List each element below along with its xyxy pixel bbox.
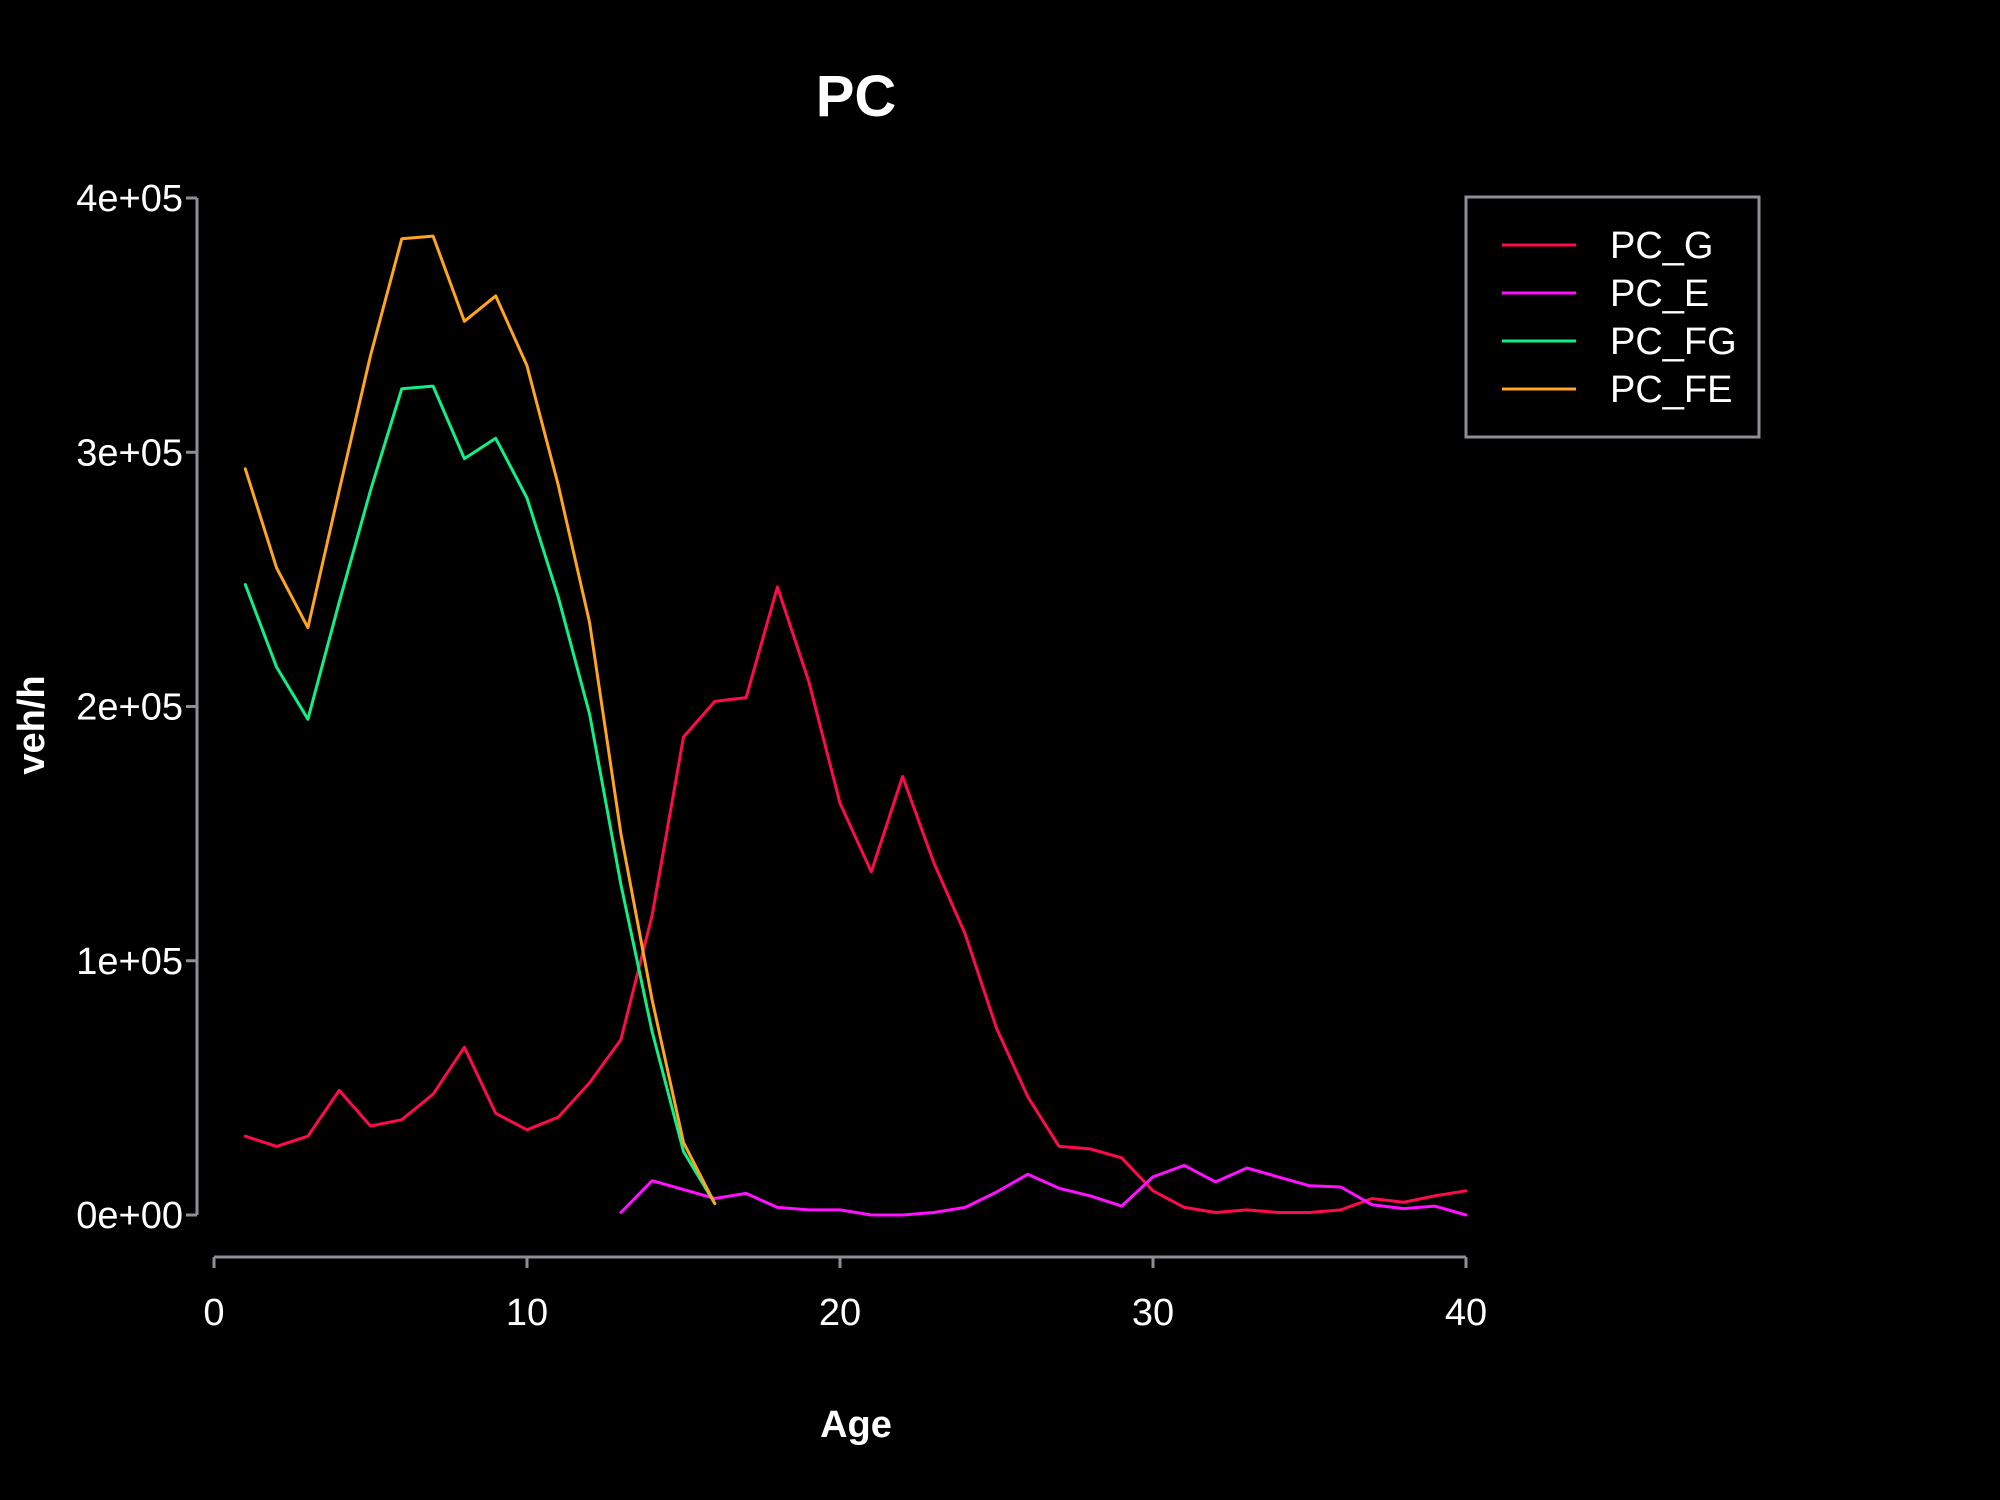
legend-label: PC_E [1610,273,1709,315]
x-tick-label: 0 [203,1292,224,1334]
y-tick-label: 0e+00 [76,1195,183,1237]
y-tick-label: 2e+05 [76,687,183,729]
legend: PC_G PC_E PC_FG PC_FE [1464,195,1761,439]
x-tick-label: 40 [1445,1292,1487,1334]
series-line-pc-e [619,1163,1468,1217]
legend-label: PC_G [1610,225,1713,267]
series-line-pc-g [243,585,1468,1214]
y-tick-label: 4e+05 [76,178,183,220]
x-axis: 0 10 20 30 40 [203,1255,1487,1334]
y-tick-label: 1e+05 [76,941,183,983]
y-axis: 0e+00 1e+05 2e+05 3e+05 4e+05 [76,178,199,1237]
plot-area [243,234,1468,1217]
series-line-pc-fe [243,234,717,1206]
series-line-pc-fg [243,384,717,1206]
legend-box [1464,195,1761,439]
legend-label: PC_FE [1610,369,1732,411]
legend-label: PC_FG [1610,321,1737,363]
x-tick-label: 30 [1132,1292,1174,1334]
chart-title: PC [816,64,897,129]
y-tick-label: 3e+05 [76,432,183,474]
x-axis-title: Age [820,1404,892,1446]
x-tick-label: 20 [819,1292,861,1334]
y-axis-title: veh/h [11,675,53,774]
x-tick-label: 10 [506,1292,548,1334]
